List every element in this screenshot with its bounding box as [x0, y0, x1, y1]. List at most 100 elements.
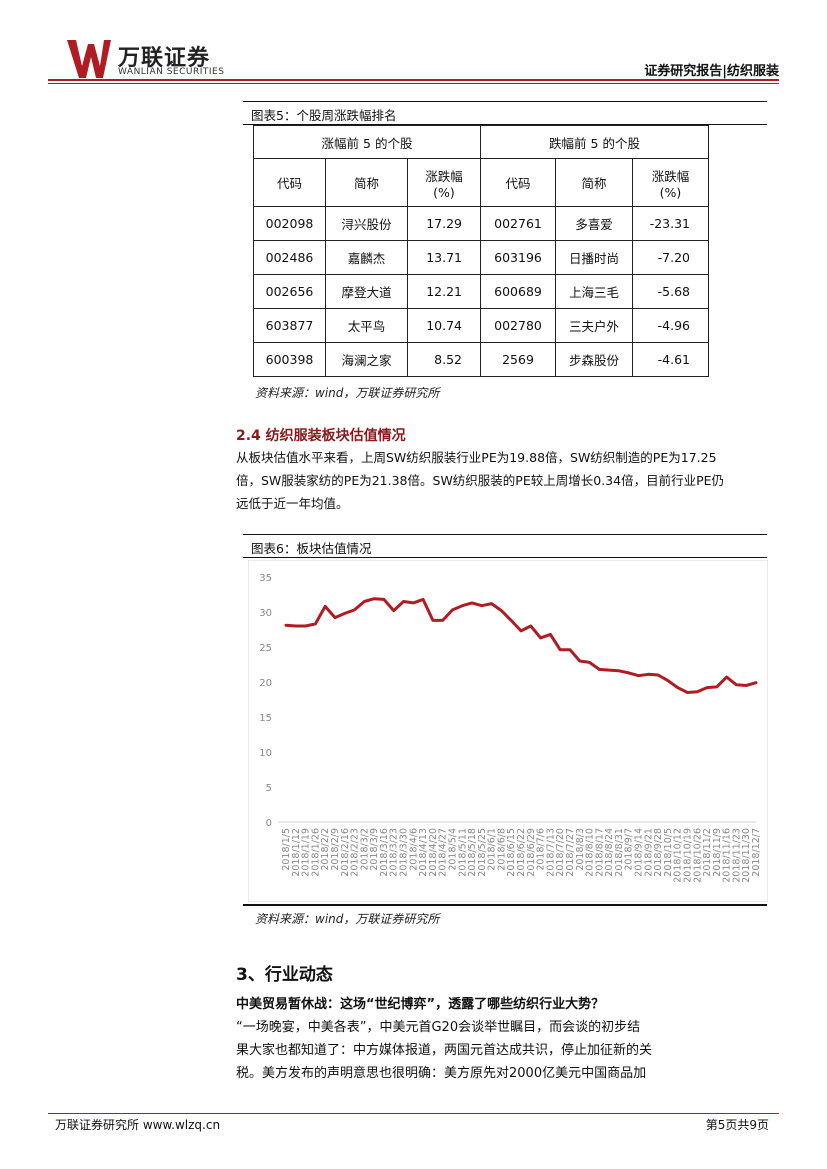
x-tick-label: 2018/5/18	[467, 828, 478, 877]
loser-change: -4.61	[632, 342, 709, 377]
footer-rule	[48, 1113, 779, 1114]
loser-code: 002761	[480, 206, 556, 241]
x-tick-label: 2018/3/9	[369, 828, 380, 871]
section-2-4-paragraph: 从板块估值水平来看，上周SW纺织服装行业PE为19.88倍，SW纺织制造的PE为…	[236, 446, 769, 515]
x-tick-label: 2018/3/16	[379, 828, 390, 877]
paragraph-line: 从板块估值水平来看，上周SW纺织服装行业PE为19.88倍，SW纺织制造的PE为…	[236, 450, 717, 465]
table-row: 002486 嘉麟杰 13.71 603196 日播时尚 -7.20	[253, 240, 709, 275]
x-tick-label: 2018/9/28	[653, 828, 664, 877]
y-axis: 0 5 10 15 20 25 30 35	[259, 573, 272, 829]
loser-change: -4.96	[632, 308, 709, 343]
stock-ranking-table: 涨幅前 5 的个股 跌幅前 5 的个股 代码 简称 涨跌幅 (%) 代码 简称 涨…	[253, 125, 709, 377]
y-tick-label: 35	[259, 573, 272, 584]
table-row: 002098 浔兴股份 17.29 002761 多喜爱 -23.31	[253, 206, 709, 241]
brand-name-en: WANLIAN SECURITIES	[118, 67, 225, 77]
loser-name: 上海三毛	[555, 274, 633, 309]
gainer-change: 17.29	[407, 206, 481, 241]
pe-valuation-chart: 0 5 10 15 20 25 30 35 2018/1/52018/1/122018/1/1…	[248, 560, 768, 902]
x-tick-label: 2018/11/2	[702, 828, 713, 877]
table-column-header-row: 代码 简称 涨跌幅 (%) 代码 简称 涨跌幅 (%)	[253, 158, 709, 207]
x-tick-label: 2018/11/16	[722, 828, 733, 883]
x-tick-label: 2018/7/27	[565, 828, 576, 877]
table-row: 002656 摩登大道 12.21 600689 上海三毛 -5.68	[253, 274, 709, 309]
x-tick-label: 2018/4/6	[408, 828, 419, 871]
loser-change: -5.68	[632, 274, 709, 309]
gainer-code: 002098	[253, 206, 326, 241]
loser-change: -23.31	[632, 206, 709, 241]
report-type-label: 证券研究报告|纺织服装	[644, 64, 779, 79]
y-tick-label: 15	[259, 713, 272, 724]
paragraph-line: “一场晚宴，中美各表”，中美元首G20会谈举世瞩目，而会谈的初步结	[236, 1020, 641, 1035]
x-tick-label: 2018/8/3	[575, 828, 586, 871]
x-tick-label: 2018/3/30	[399, 828, 410, 877]
x-tick-label: 2018/2/2	[320, 828, 331, 871]
gainer-name: 海澜之家	[325, 342, 408, 377]
loser-code: 002780	[480, 308, 556, 343]
x-tick-label: 2018/1/19	[301, 828, 312, 877]
news-paragraph: “一场晚宴，中美各表”，中美元首G20会谈举世瞩目，而会谈的初步结 果大家也都知…	[236, 1016, 769, 1085]
gainer-name: 摩登大道	[325, 274, 408, 309]
x-tick-label: 2018/10/19	[682, 828, 693, 883]
y-tick-label: 0	[266, 818, 272, 829]
y-tick-label: 30	[259, 608, 272, 619]
x-tick-label: 2018/6/1	[487, 828, 498, 871]
x-tick-label: 2018/9/14	[634, 828, 645, 877]
loser-name: 步森股份	[555, 342, 633, 377]
x-tick-label: 2018/8/17	[594, 828, 605, 877]
x-axis: 2018/1/52018/1/122018/1/192018/1/262018/…	[281, 828, 762, 883]
x-tick-label: 2018/1/26	[310, 828, 321, 877]
gainer-code: 002486	[253, 240, 326, 275]
footer-institute: 万联证券研究所 www.wlzq.cn	[55, 1118, 221, 1132]
x-tick-label: 2018/1/12	[291, 828, 302, 877]
paragraph-line: 远低于近一年均值。	[236, 496, 349, 511]
col-name: 简称	[555, 158, 633, 207]
header-rule	[48, 79, 779, 81]
x-tick-label: 2018/11/9	[712, 828, 723, 877]
x-tick-label: 2018/3/2	[359, 828, 370, 871]
col-name: 简称	[325, 158, 408, 207]
paragraph-line: 果大家也都知道了：中方媒体报道，两国元首达成共识，停止加征新的关	[236, 1043, 653, 1058]
loser-code: 603196	[480, 240, 556, 275]
col-change: 涨跌幅 (%)	[632, 158, 709, 207]
x-tick-label: 2018/2/23	[350, 828, 361, 877]
loser-name: 三夫户外	[555, 308, 633, 343]
x-tick-label: 2018/8/31	[614, 828, 625, 877]
x-tick-label: 2018/4/27	[438, 828, 449, 877]
gainer-code: 002656	[253, 274, 326, 309]
x-tick-label: 2018/2/9	[330, 828, 341, 871]
y-tick-label: 20	[259, 678, 272, 689]
loser-name: 多喜爱	[555, 206, 633, 241]
header-rule-thin	[48, 83, 779, 84]
paragraph-line: 税。美方发布的声明意思也很明确：美方原先对2000亿美元中国商品加	[236, 1066, 647, 1081]
news-headline: 中美贸易暂休战：这场“世纪博弈”，透露了哪些纺织行业大势？	[236, 997, 605, 1012]
x-tick-label: 2018/6/8	[496, 828, 507, 871]
y-tick-label: 5	[266, 783, 272, 794]
x-tick-label: 2018/6/15	[506, 828, 517, 877]
gainer-name: 太平鸟	[325, 308, 408, 343]
x-tick-label: 2018/4/20	[428, 828, 439, 877]
x-tick-label: 2018/11/23	[731, 828, 742, 883]
loser-name: 日播时尚	[555, 240, 633, 275]
figure6-caption-bar: 图表6：板块估值情况	[243, 534, 767, 558]
x-tick-label: 2018/7/20	[555, 828, 566, 877]
x-tick-label: 2018/5/25	[477, 828, 488, 877]
figure5-caption: 图表5：个股周涨跌幅排名	[251, 108, 397, 123]
gainer-code: 600398	[253, 342, 326, 377]
col-code: 代码	[480, 158, 556, 207]
x-tick-label: 2018/9/21	[643, 828, 654, 877]
x-tick-label: 2018/11/30	[741, 828, 752, 883]
figure6-caption: 图表6：板块估值情况	[251, 541, 372, 556]
col-code: 代码	[253, 158, 326, 207]
figure5-source: 资料来源：wind，万联证券研究所	[255, 386, 440, 400]
loser-change: -7.20	[632, 240, 709, 275]
gainer-change: 8.52	[407, 342, 481, 377]
y-tick-label: 25	[259, 643, 272, 654]
gainers-group-header: 涨幅前 5 的个股	[253, 125, 481, 159]
losers-group-header: 跌幅前 5 的个股	[480, 125, 709, 159]
table-row: 600398 海澜之家 8.52 2569 步森股份 -4.61	[253, 342, 709, 377]
figure6-bottom-rule	[243, 904, 767, 906]
figure5-caption-bar: 图表5：个股周涨跌幅排名	[243, 101, 767, 125]
x-tick-label: 2018/7/6	[536, 828, 547, 871]
loser-code: 2569	[480, 342, 556, 377]
y-tick-label: 10	[259, 748, 272, 759]
